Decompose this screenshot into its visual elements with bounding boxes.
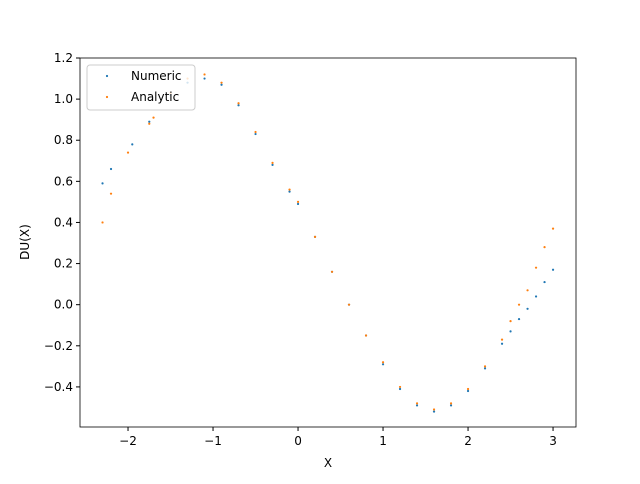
point	[101, 182, 104, 185]
point	[432, 410, 436, 413]
point	[509, 320, 512, 323]
point	[500, 342, 504, 345]
y-tick-label: 0.0	[54, 298, 73, 312]
x-tick-label: 1	[379, 434, 387, 448]
point	[271, 163, 274, 166]
point	[449, 404, 453, 407]
point	[254, 130, 257, 134]
point	[148, 120, 151, 123]
x-tick-label: 0	[294, 434, 302, 448]
y-tick-label: −0.4	[44, 380, 73, 394]
point	[330, 270, 334, 273]
y-axis-label: DU(X)	[18, 224, 32, 260]
x-tick-label: 2	[464, 434, 472, 448]
legend-label: Numeric	[131, 69, 182, 83]
point	[509, 330, 512, 333]
point	[109, 167, 113, 171]
plot-frame	[79, 57, 577, 428]
point	[534, 295, 538, 298]
point	[543, 246, 546, 249]
point	[415, 402, 419, 405]
point	[296, 202, 300, 206]
point	[109, 192, 113, 195]
point	[364, 334, 368, 337]
y-tick-label: 0.6	[54, 174, 73, 188]
point	[466, 387, 470, 391]
x-axis-label: X	[324, 456, 332, 470]
point	[296, 200, 300, 203]
point	[220, 81, 223, 84]
point	[203, 77, 206, 80]
point	[313, 235, 317, 238]
point	[148, 122, 151, 125]
legend-marker	[105, 74, 109, 78]
point	[288, 190, 291, 193]
point	[543, 280, 546, 284]
point	[126, 151, 130, 154]
x-tick-label: −2	[119, 434, 137, 448]
point	[534, 266, 538, 269]
point	[152, 116, 155, 119]
point	[203, 73, 206, 76]
point	[500, 338, 504, 341]
point	[347, 303, 351, 306]
point	[398, 385, 402, 389]
point	[551, 227, 555, 230]
point	[254, 132, 257, 136]
point	[131, 143, 134, 146]
point	[101, 221, 104, 224]
legend-label: Analytic	[131, 90, 179, 104]
point	[551, 268, 555, 271]
point	[432, 408, 436, 411]
point	[271, 161, 274, 164]
point	[220, 83, 223, 86]
point	[381, 363, 385, 366]
y-tick-label: 0.4	[54, 215, 73, 229]
legend-box	[86, 64, 196, 111]
point	[381, 361, 385, 364]
point	[466, 389, 470, 393]
x-tick-label: −1	[204, 434, 222, 448]
y-tick-label: 1.0	[54, 92, 73, 106]
y-tick-label: 0.8	[54, 133, 73, 147]
point	[288, 188, 291, 191]
y-tick-label: 0.2	[54, 257, 73, 271]
point	[526, 289, 529, 292]
point	[483, 365, 487, 368]
y-tick-label: −0.2	[44, 339, 73, 353]
point	[483, 367, 487, 370]
x-tick-label: 3	[549, 434, 557, 448]
point	[449, 402, 453, 405]
y-tick-label: 1.2	[54, 51, 73, 65]
point	[415, 404, 419, 407]
point	[237, 104, 240, 107]
point	[517, 317, 521, 321]
legend-marker	[105, 95, 109, 99]
point	[398, 387, 402, 391]
point	[517, 303, 521, 306]
point	[237, 102, 240, 105]
point	[526, 307, 529, 310]
